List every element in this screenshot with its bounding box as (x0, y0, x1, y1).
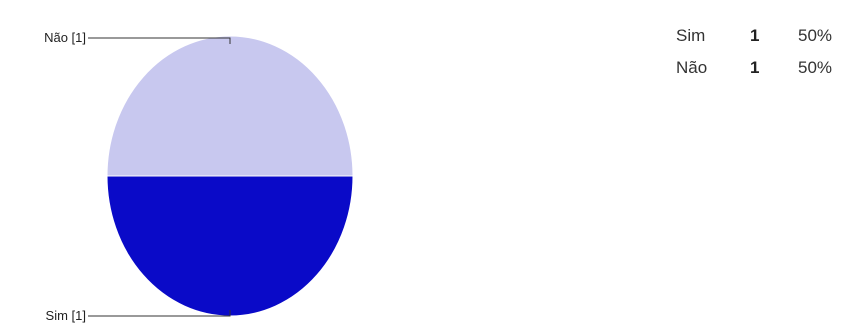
pie-slice-nao (106, 35, 354, 177)
summary-count: 1 (750, 58, 760, 77)
pie-leader-line (88, 310, 231, 317)
summary-category: Sim (676, 26, 706, 45)
summary-table: Sim 1 50% Não 1 50% (676, 20, 848, 84)
summary-percent: 50% (798, 26, 833, 45)
summary-percent: 50% (798, 58, 833, 77)
summary-category: Não (676, 58, 708, 77)
pie-slice-sim (106, 175, 354, 317)
summary-row: Não 1 50% (676, 52, 848, 84)
pie-leader-line (88, 37, 231, 44)
pie-slice-label: Não [1] (44, 30, 86, 45)
summary-row: Sim 1 50% (676, 20, 848, 52)
pie-slice-label: Sim [1] (46, 308, 86, 323)
summary-count: 1 (750, 26, 760, 45)
